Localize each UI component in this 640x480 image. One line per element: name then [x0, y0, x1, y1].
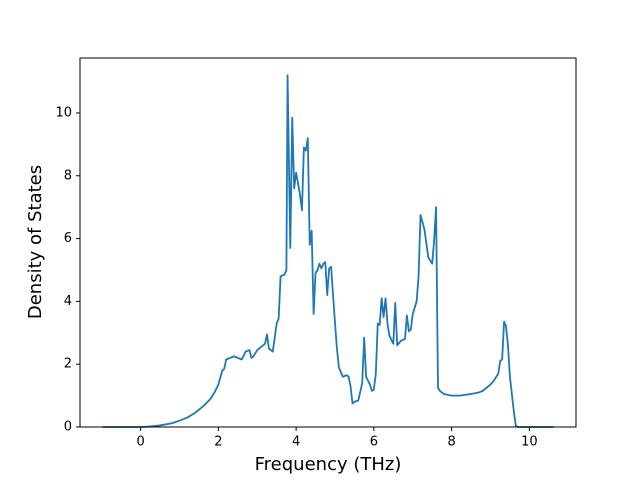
plot-frame [79, 57, 577, 428]
x-tick-label: 0 [136, 435, 144, 450]
x-tick-label: 4 [292, 435, 300, 450]
x-tick-label: 6 [370, 435, 378, 450]
line-series [102, 74, 554, 428]
y-tick-label: 2 [64, 357, 72, 372]
y-tick-label: 6 [64, 231, 72, 246]
y-tick-label: 0 [64, 420, 72, 435]
x-tick-label: 8 [447, 435, 455, 450]
y-tick-label: 10 [55, 105, 72, 120]
x-tick-label: 10 [521, 435, 538, 450]
y-axis-label: Density of States [25, 165, 46, 319]
x-axis-label: Frequency (THz) [255, 454, 402, 475]
x-tick-label: 2 [214, 435, 222, 450]
y-tick-label: 4 [64, 294, 72, 309]
y-tick-label: 8 [64, 168, 72, 183]
